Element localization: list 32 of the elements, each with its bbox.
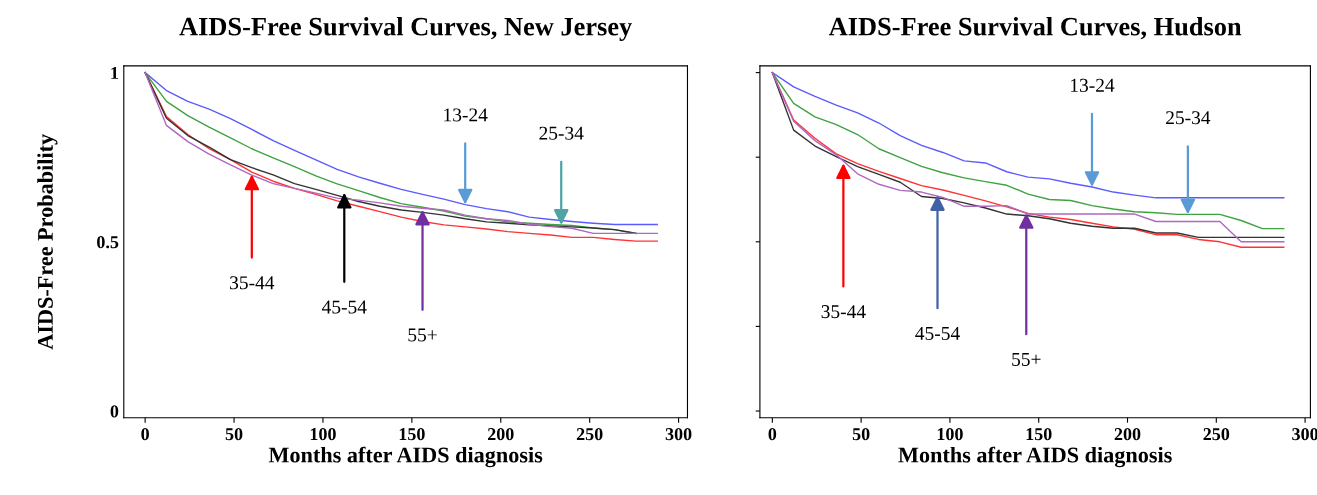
x-tick-label: 0 <box>768 428 777 441</box>
annotation: 25-34 <box>1166 111 1211 125</box>
x-tick-label: 250 <box>576 428 603 441</box>
annotation: 35-44 <box>821 305 866 319</box>
x-tick-label: 50 <box>225 428 243 441</box>
annotation: 45-54 <box>915 326 960 340</box>
x-tick-label: 100 <box>310 428 336 441</box>
annotation: 55+ <box>1012 352 1041 366</box>
x-tick-label: 250 <box>1203 428 1230 441</box>
annotation: 35-44 <box>230 276 275 290</box>
annotation: 55+ <box>408 328 437 342</box>
x-tick-label: 200 <box>487 428 514 441</box>
y-tick-label: 0 <box>110 405 119 418</box>
x-tick-label: 100 <box>937 428 963 441</box>
x-tick-label: 50 <box>852 428 870 441</box>
annotation: 13-24 <box>1071 78 1115 92</box>
annotation: 25-34 <box>539 126 584 140</box>
x-tick-label: 300 <box>1292 428 1317 441</box>
chart-title: AIDS-Free Survival Curves, Hudson <box>828 16 1242 40</box>
x-axis-title: Months after AIDS diagnosis <box>268 446 543 468</box>
x-axis-title: Months after AIDS diagnosis <box>898 446 1172 468</box>
x-tick-label: 150 <box>399 428 425 441</box>
x-tick-label: 0 <box>141 428 149 441</box>
y-tick-label: 0.5 <box>97 236 119 249</box>
y-axis-title: AIDS-Free Probability <box>37 134 58 350</box>
chart-title: AIDS-Free Survival Curves, New Jersey <box>179 16 632 41</box>
annotation: 45-54 <box>321 300 367 314</box>
y-tick-label: 1 <box>111 66 118 79</box>
x-tick-label: 150 <box>1026 428 1052 441</box>
x-tick-label: 300 <box>665 428 692 441</box>
annotation: 13-24 <box>444 108 488 122</box>
x-tick-label: 200 <box>1114 428 1141 441</box>
